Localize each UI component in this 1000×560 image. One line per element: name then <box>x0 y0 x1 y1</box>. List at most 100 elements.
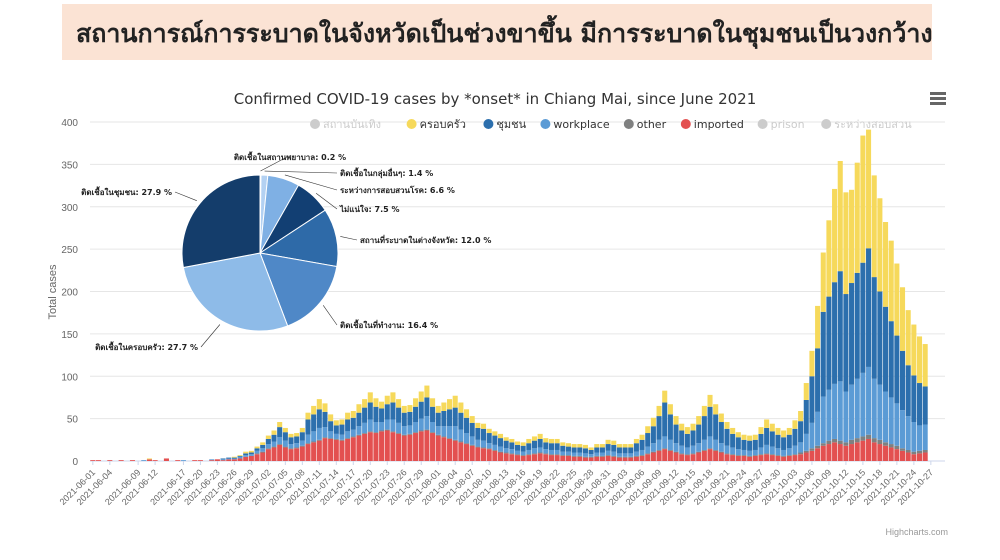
bar-segment <box>328 431 334 439</box>
bar-segment <box>724 453 730 455</box>
bar-segment <box>447 409 453 427</box>
bar-segment <box>741 455 747 461</box>
bar-segment <box>922 386 928 425</box>
legend-item[interactable]: ชุมชน <box>483 118 527 131</box>
bar-segment <box>509 454 515 461</box>
bar-segment <box>396 433 402 461</box>
bar-segment <box>237 458 243 461</box>
bar-segment <box>809 448 815 451</box>
bar-segment <box>311 431 317 442</box>
bar-segment <box>379 408 385 423</box>
bar-segment <box>294 443 300 448</box>
bar-segment <box>577 444 583 448</box>
bar-segment <box>837 271 843 382</box>
bar-segment <box>871 277 877 379</box>
bar-segment <box>469 444 475 446</box>
bar-segment <box>696 416 702 425</box>
bar-segment <box>322 427 328 438</box>
bar-segment <box>713 449 719 451</box>
bar-segment <box>322 438 328 461</box>
bar-segment <box>316 427 322 440</box>
bar-segment <box>447 438 453 439</box>
bar-segment <box>798 442 804 453</box>
bar-segment <box>594 455 600 457</box>
bar-segment <box>514 454 521 456</box>
bar-segment <box>333 425 339 434</box>
y-tick-label: 400 <box>61 118 78 129</box>
bar-segment <box>616 447 622 454</box>
bar-segment <box>894 263 900 336</box>
bar-segment <box>826 440 832 445</box>
bar-segment <box>815 348 821 412</box>
bar-segment <box>277 444 283 461</box>
legend-item[interactable]: สถานบันเทิง <box>310 118 381 131</box>
bar-segment <box>560 445 566 452</box>
bar-segment <box>316 439 322 441</box>
y-tick-label: 350 <box>61 160 78 171</box>
bar-segment <box>129 460 135 461</box>
hamburger-menu-icon[interactable] <box>930 92 946 106</box>
bar-segment <box>271 441 277 447</box>
bar-segment <box>667 449 673 451</box>
legend-item[interactable]: ระหว่างสอบสวน <box>821 118 912 131</box>
bar-segment <box>900 410 906 449</box>
bar-segment <box>650 443 656 452</box>
bar-segment <box>673 416 679 425</box>
bar-segment <box>526 438 532 444</box>
bar-segment <box>724 422 730 429</box>
bar-segment <box>254 454 260 461</box>
pie-connector <box>315 192 338 210</box>
highcharts-credits[interactable]: Highcharts.com <box>885 527 948 537</box>
pie-label: ติดเชื้อในชุมชน: 27.9 % <box>81 186 172 198</box>
bar-segment <box>837 381 843 441</box>
chart-title: Confirmed COVID-19 cases by *onset* in C… <box>234 90 757 108</box>
bar-segment <box>650 452 656 461</box>
pie-label: ติดเชื้อในสถานพยาบาล: 0.2 % <box>234 151 346 162</box>
legend-item[interactable]: ครอบครัว <box>406 118 466 131</box>
bar-segment <box>531 448 538 454</box>
bar-segment <box>849 189 855 284</box>
bar-segment <box>209 460 215 461</box>
bar-segment <box>849 444 855 461</box>
bar-segment <box>820 445 826 461</box>
bar-segment <box>260 451 266 453</box>
bar-segment <box>747 440 753 451</box>
bar-segment <box>265 448 271 450</box>
bar-segment <box>905 416 911 450</box>
pie-connector <box>322 305 338 326</box>
bar-segment <box>662 448 668 450</box>
legend-marker <box>680 119 691 129</box>
bar-segment <box>220 458 226 460</box>
legend-item[interactable]: other <box>623 118 667 131</box>
bar-segment <box>464 409 470 418</box>
legend-item[interactable]: prison <box>757 118 805 131</box>
bar-segment <box>458 442 464 461</box>
bar-segment <box>588 456 594 458</box>
bar-segment <box>633 443 639 452</box>
bar-segment <box>809 422 815 449</box>
bar-segment <box>339 439 345 441</box>
bar-segment <box>594 447 600 453</box>
legend-item[interactable]: imported <box>680 118 744 131</box>
legend-item[interactable]: workplace <box>540 118 610 131</box>
bar-segment <box>526 454 532 456</box>
bar-segment <box>152 460 158 461</box>
bar-segment <box>792 445 798 455</box>
bar-segment <box>752 455 758 461</box>
bar-segment <box>384 419 390 430</box>
bar-segment <box>531 454 538 461</box>
bar-segment <box>226 459 232 461</box>
bar-segment <box>390 419 396 432</box>
bar-segment <box>611 456 617 461</box>
bar-segment <box>769 431 775 447</box>
bar-segment <box>781 449 787 456</box>
bar-segment <box>713 439 719 450</box>
bar-segment <box>367 402 373 420</box>
bar-segment <box>537 433 543 439</box>
bar-segment <box>599 447 605 453</box>
bar-segment <box>537 453 543 461</box>
bar-segment <box>294 433 300 437</box>
bar-segment <box>554 454 560 456</box>
pie-slice <box>181 174 261 269</box>
bar-segment <box>735 449 741 456</box>
